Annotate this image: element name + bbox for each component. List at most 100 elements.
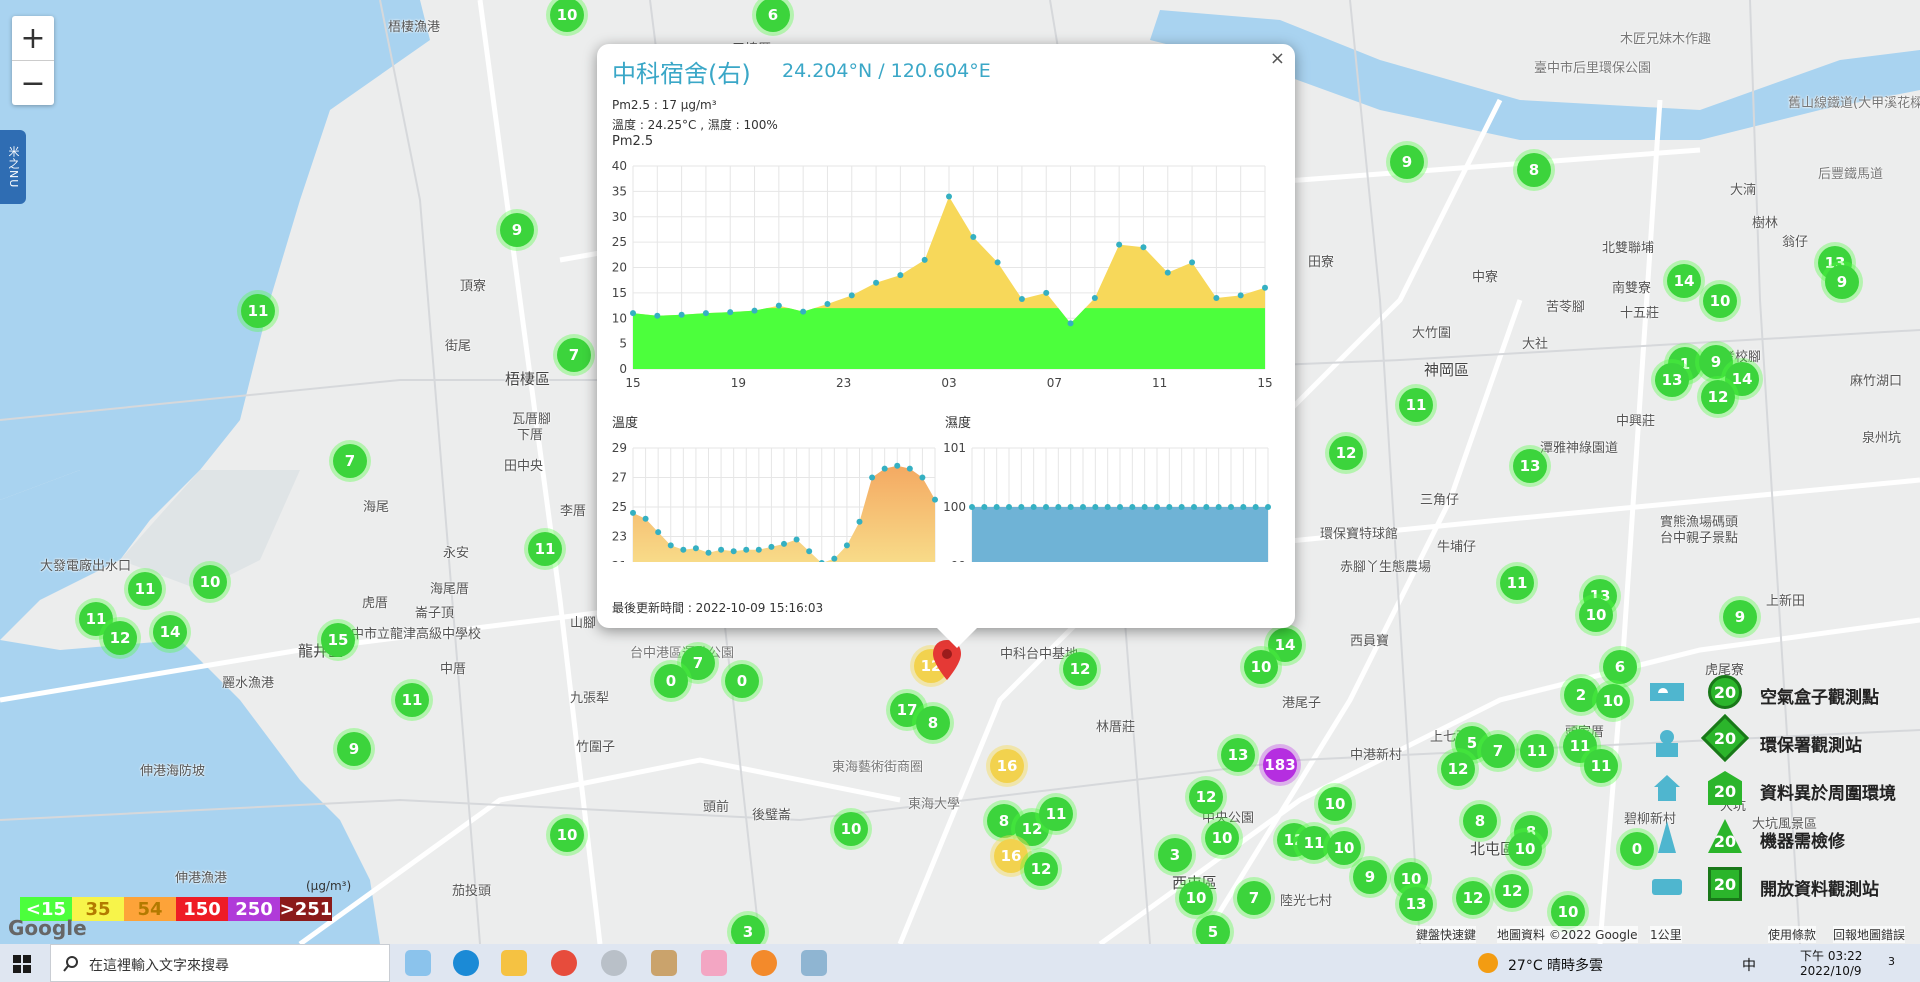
station-marker[interactable]: 11 — [1399, 388, 1433, 422]
station-marker[interactable]: 0 — [1620, 832, 1654, 866]
station-marker[interactable]: 6 — [1603, 650, 1637, 684]
station-marker[interactable]: 16 — [990, 749, 1024, 783]
station-marker[interactable]: 10 — [834, 812, 868, 846]
station-marker[interactable]: 10 — [550, 818, 584, 852]
data-point — [818, 560, 825, 562]
station-marker[interactable]: 13 — [1513, 449, 1547, 483]
station-marker[interactable]: 8 — [1463, 804, 1497, 838]
station-marker[interactable]: 10 — [1551, 895, 1585, 929]
station-marker[interactable]: 11 — [79, 602, 113, 636]
station-marker[interactable]: 9 — [1825, 265, 1859, 299]
station-marker[interactable]: 11 — [1297, 826, 1331, 860]
windows-start-icon[interactable] — [13, 955, 31, 973]
app-icon[interactable] — [651, 950, 677, 976]
station-marker[interactable]: 10 — [1318, 787, 1352, 821]
station-marker[interactable]: 11 — [395, 683, 429, 717]
station-marker[interactable]: 8 — [987, 804, 1021, 838]
station-marker[interactable]: 9 — [1390, 145, 1424, 179]
station-marker[interactable]: 11 — [1563, 729, 1597, 763]
station-marker[interactable]: 7 — [1237, 881, 1271, 915]
map-scale[interactable]: 1公里 — [1650, 926, 1682, 943]
station-marker[interactable]: 9 — [1723, 600, 1757, 634]
station-marker[interactable]: 0 — [654, 664, 688, 698]
station-marker[interactable]: 12 — [1329, 436, 1363, 470]
station-marker[interactable]: 10 — [1179, 881, 1213, 915]
station-marker[interactable]: 12 — [1441, 752, 1475, 786]
data-point — [806, 548, 813, 555]
zoom-in-button[interactable]: + — [20, 20, 46, 56]
station-marker[interactable]: 11 — [1500, 566, 1534, 600]
station-marker[interactable]: 7 — [333, 444, 367, 478]
station-marker[interactable]: 10 — [1205, 821, 1239, 855]
close-icon[interactable]: × — [1269, 48, 1285, 69]
station-marker[interactable]: 11 — [1520, 734, 1554, 768]
station-marker[interactable]: 12 — [1063, 652, 1097, 686]
station-marker[interactable]: 10 — [1327, 831, 1361, 865]
station-marker[interactable]: 11 — [1039, 797, 1073, 831]
terms-link[interactable]: 使用條款 — [1768, 926, 1817, 943]
app-icon[interactable] — [601, 950, 627, 976]
station-marker[interactable]: 7 — [557, 338, 591, 372]
station-marker[interactable]: 10 — [1596, 684, 1630, 718]
station-marker[interactable]: 5 — [1196, 915, 1230, 944]
station-marker[interactable]: 3 — [1158, 838, 1192, 872]
station-marker[interactable]: 10 — [1244, 650, 1278, 684]
clock-date[interactable]: 2022/10/9 — [1800, 964, 1862, 978]
station-marker[interactable]: 14 — [1667, 264, 1701, 298]
station-marker[interactable]: 12 — [1701, 380, 1735, 414]
station-marker[interactable]: 183 — [1263, 748, 1297, 782]
station-marker[interactable]: 10 — [1508, 832, 1542, 866]
selected-station-pin[interactable] — [933, 640, 961, 680]
ime-indicator[interactable]: 中 — [1742, 958, 1756, 974]
station-marker[interactable]: 12 — [103, 621, 137, 655]
app-icon[interactable] — [701, 950, 727, 976]
station-marker[interactable]: 13 — [1221, 738, 1255, 772]
station-marker[interactable]: 10 — [550, 0, 584, 32]
station-marker[interactable]: 10 — [1579, 598, 1613, 632]
station-marker[interactable]: 10 — [193, 565, 227, 599]
station-marker[interactable]: 9 — [337, 732, 371, 766]
station-marker[interactable]: 12 — [1189, 780, 1223, 814]
keyboard-shortcuts-link[interactable]: 鍵盤快速鍵 — [1416, 926, 1477, 943]
station-marker[interactable]: 15 — [321, 623, 355, 657]
report-error-link[interactable]: 回報地圖錯誤 — [1833, 926, 1906, 943]
station-marker[interactable]: 8 — [916, 706, 950, 740]
station-marker[interactable]: 0 — [725, 664, 759, 698]
station-marker[interactable]: 11 — [528, 532, 562, 566]
edge-icon[interactable] — [453, 950, 479, 976]
station-marker[interactable]: 9 — [500, 213, 534, 247]
station-marker[interactable]: 10 — [1703, 284, 1737, 318]
weather-text[interactable]: 27°C 晴時多雲 — [1508, 958, 1604, 974]
task-view-icon[interactable] — [405, 950, 431, 976]
station-marker[interactable]: 7 — [1481, 734, 1515, 768]
chrome-icon[interactable] — [551, 950, 577, 976]
side-panel-tab[interactable]: 米之NU — [0, 130, 26, 204]
station-marker[interactable]: 12 — [1495, 874, 1529, 908]
station-marker[interactable]: 11 — [241, 294, 275, 328]
station-marker[interactable]: 13 — [1655, 363, 1689, 397]
station-marker[interactable]: 13 — [1399, 887, 1433, 921]
station-marker[interactable]: 8 — [1517, 153, 1551, 187]
taskbar-search[interactable]: 在這裡輸入文字來搜尋 — [50, 944, 390, 982]
blender-icon[interactable] — [751, 950, 777, 976]
clock-time[interactable]: 下午 03:22 — [1800, 949, 1863, 963]
zoom-out-button[interactable]: − — [12, 60, 54, 105]
legend-swatch: <15 — [20, 897, 72, 921]
file-explorer-icon[interactable] — [501, 950, 527, 976]
station-marker[interactable]: 11 — [1584, 749, 1618, 783]
station-marker[interactable]: 9 — [1353, 860, 1387, 894]
station-marker[interactable]: 12 — [1456, 881, 1490, 915]
station-marker[interactable]: 12 — [1024, 852, 1058, 886]
station-marker[interactable]: 2 — [1564, 678, 1598, 712]
weather-icon[interactable] — [1478, 953, 1498, 973]
place-label: 中科台中基地 — [1000, 647, 1079, 662]
app-icon[interactable] — [801, 950, 827, 976]
station-marker[interactable]: 6 — [756, 0, 790, 32]
notification-count[interactable]: 3 — [1888, 955, 1895, 968]
station-marker[interactable]: 16 — [994, 839, 1028, 873]
map-canvas[interactable]: 梧棲漁港三塊厝頂寮街尾梧棲區瓦厝腳下厝田中央海尾李厝永安海尾厝虎厝崙子頂山腳台中… — [0, 0, 1920, 944]
station-marker[interactable]: 17 — [890, 693, 924, 727]
station-marker[interactable]: 3 — [731, 915, 765, 944]
station-marker[interactable]: 14 — [153, 615, 187, 649]
station-marker[interactable]: 11 — [128, 572, 162, 606]
